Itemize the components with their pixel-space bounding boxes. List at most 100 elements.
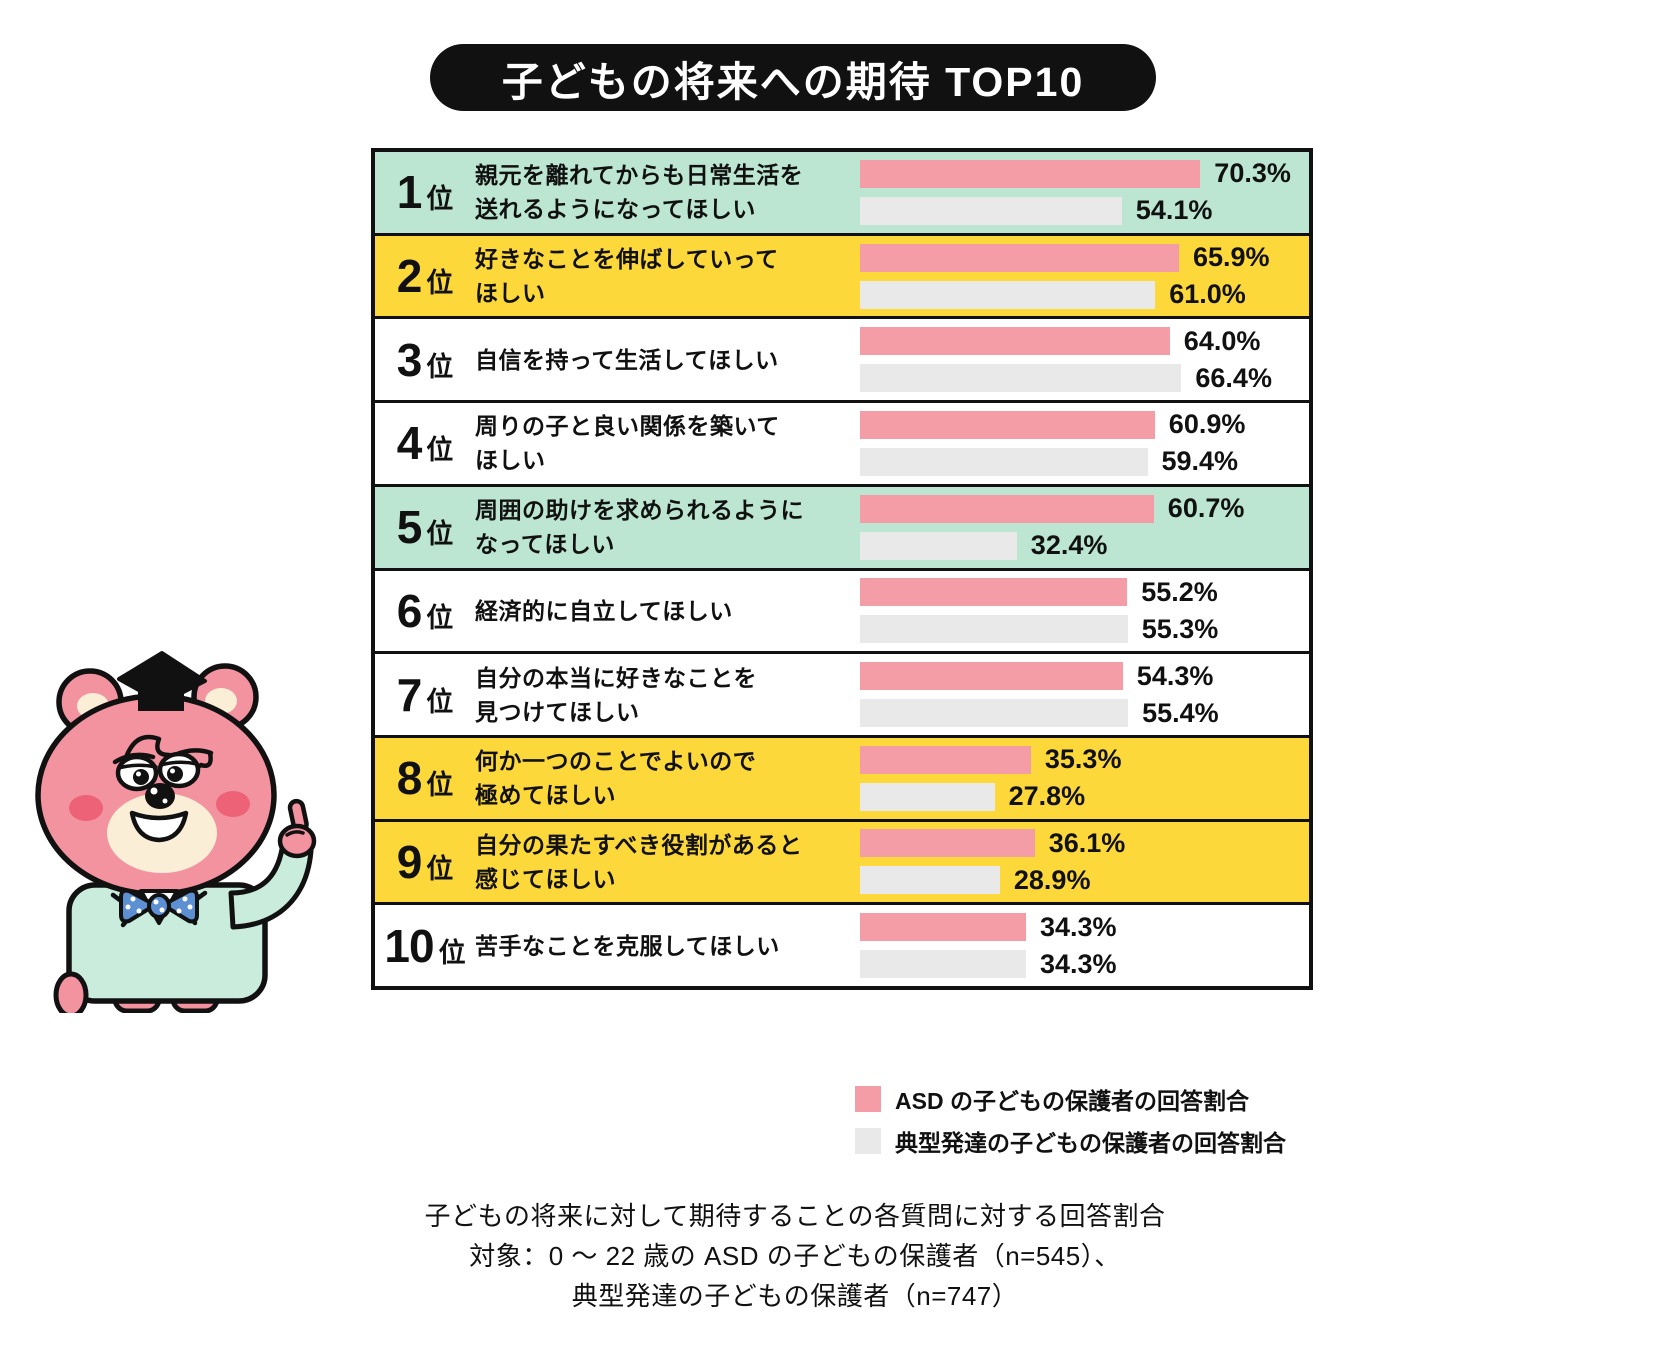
rank-row: 1 位 親元を離れてからも日常生活を 送れるようになってほしい 70.3% 54.… bbox=[375, 152, 1309, 233]
rank-row: 7 位 自分の本当に好きなことを 見つけてほしい 54.3% 55.4% bbox=[375, 651, 1309, 735]
item-label-line: 極めてほしい bbox=[475, 782, 616, 809]
rank-number: 1 bbox=[396, 166, 423, 219]
asd-bar bbox=[860, 243, 1179, 272]
asd-value-label: 55.2% bbox=[1141, 576, 1218, 607]
item-label-line: 経済的に自立してほしい bbox=[475, 597, 733, 624]
rank-number: 9 bbox=[396, 835, 423, 888]
typical-bar-line: 66.4% bbox=[860, 362, 1309, 393]
typical-value-label: 55.4% bbox=[1142, 697, 1219, 728]
typical-value-label: 59.4% bbox=[1161, 446, 1239, 477]
asd-bar bbox=[860, 913, 1026, 942]
rank-suffix: 位 bbox=[426, 770, 454, 801]
typical-bar bbox=[860, 196, 1122, 225]
typical-bar bbox=[860, 866, 1000, 895]
typical-bar bbox=[860, 447, 1148, 476]
asd-bar bbox=[860, 578, 1128, 607]
rank-cell: 6 位 bbox=[375, 588, 475, 634]
typical-bar-line: 32.4% bbox=[860, 530, 1309, 561]
asd-value-label: 34.3% bbox=[1040, 911, 1117, 942]
typical-bar-line: 28.9% bbox=[860, 865, 1309, 895]
rank-suffix: 位 bbox=[426, 184, 454, 215]
rank-suffix: 位 bbox=[438, 937, 466, 968]
asd-bar-line: 70.3% bbox=[860, 158, 1309, 189]
typical-bar-line: 55.4% bbox=[860, 697, 1309, 728]
asd-bar bbox=[860, 745, 1031, 774]
asd-legend-label: ASD の子どもの保護者の回答割合 bbox=[895, 1088, 1249, 1114]
typical-bar bbox=[860, 699, 1129, 728]
asd-bar-line: 36.1% bbox=[860, 827, 1309, 858]
item-label-line: 自分の果たすべき役割があると bbox=[475, 831, 803, 858]
asd-bar-line: 65.9% bbox=[860, 242, 1309, 272]
rank-row: 2 位 好きなことを伸ばしていって ほしい 65.9% 61.0% bbox=[375, 232, 1309, 317]
rank-number: 6 bbox=[396, 584, 423, 637]
typical-bar bbox=[860, 531, 1017, 560]
page-title: 子どもの将来への期待 TOP10 bbox=[501, 58, 1085, 105]
bars-cell: 34.3% 34.3% bbox=[860, 911, 1309, 979]
rank-row: 8 位 何か一つのことでよいので 極めてほしい 35.3% 27.8% bbox=[375, 734, 1309, 819]
rank-number: 8 bbox=[396, 752, 423, 805]
typical-bar-line: 61.0% bbox=[860, 279, 1309, 309]
rank-row: 6 位 経済的に自立してほしい 55.2% 55.3% bbox=[375, 567, 1309, 652]
asd-value-label: 36.1% bbox=[1048, 827, 1126, 858]
rank-number: 3 bbox=[396, 333, 423, 386]
item-label: 好きなことを伸ばしていって ほしい bbox=[475, 242, 860, 310]
item-label-line: 周りの子と良い関係を築いて bbox=[475, 413, 780, 440]
bear-mascot-illustration bbox=[35, 651, 317, 1013]
asd-value-label: 54.3% bbox=[1136, 660, 1214, 691]
asd-value-label: 64.0% bbox=[1183, 325, 1261, 356]
legend-item-typical: 典型発達の子どもの保護者の回答割合 bbox=[855, 1124, 1286, 1158]
title-banner: 子どもの将来への期待 TOP10 bbox=[430, 44, 1156, 111]
bars-cell: 65.9% 61.0% bbox=[860, 242, 1309, 309]
rank-row: 3 位 自信を持って生活してほしい 64.0% 66.4% bbox=[375, 316, 1309, 401]
asd-bar-line: 35.3% bbox=[860, 744, 1309, 774]
asd-bar-line: 60.7% bbox=[860, 493, 1309, 524]
rank-row: 4 位 周りの子と良い関係を築いて ほしい 60.9% 59.4% bbox=[375, 400, 1309, 484]
bars-cell: 70.3% 54.1% bbox=[860, 158, 1309, 226]
asd-bar bbox=[860, 829, 1035, 858]
asd-bar bbox=[860, 327, 1170, 356]
rank-cell: 9 位 bbox=[375, 839, 475, 885]
typical-bar-line: 34.3% bbox=[860, 949, 1309, 979]
typical-value-label: 55.3% bbox=[1141, 613, 1219, 644]
item-label: 何か一つのことでよいので 極めてほしい bbox=[475, 744, 860, 812]
asd-bar bbox=[860, 662, 1123, 691]
item-label: 苦手なことを克服してほしい bbox=[475, 929, 860, 963]
legend-item-asd: ASD の子どもの保護者の回答割合 bbox=[855, 1082, 1286, 1116]
item-label-line: 自分の本当に好きなことを bbox=[475, 664, 757, 691]
typical-bar bbox=[860, 782, 995, 811]
legend: ASD の子どもの保護者の回答割合 典型発達の子どもの保護者の回答割合 bbox=[855, 1082, 1286, 1158]
asd-bar-line: 64.0% bbox=[860, 325, 1309, 356]
rank-cell: 8 位 bbox=[375, 755, 475, 801]
item-label-line: 好きなことを伸ばしていって bbox=[475, 246, 779, 273]
footnote-line: 子どもの将来に対して期待することの各質問に対する回答割合 bbox=[424, 1201, 1166, 1231]
rank-suffix: 位 bbox=[426, 268, 454, 299]
item-label: 周囲の助けを求められるように なってほしい bbox=[475, 493, 860, 561]
rank-suffix: 位 bbox=[426, 519, 454, 550]
rank-cell: 4 位 bbox=[375, 420, 475, 466]
item-label-line: 親元を離れてからも日常生活を bbox=[475, 162, 804, 189]
footnote-line: 典型発達の子どもの保護者（n=747） bbox=[571, 1281, 1019, 1311]
item-label: 周りの子と良い関係を築いて ほしい bbox=[475, 409, 860, 477]
rank-cell: 5 位 bbox=[375, 504, 475, 550]
rank-suffix: 位 bbox=[426, 686, 454, 717]
typical-value-label: 66.4% bbox=[1195, 362, 1272, 393]
item-label-line: 送れるようになってほしい bbox=[475, 196, 756, 223]
item-label-line: ほしい bbox=[475, 447, 546, 474]
asd-legend-swatch-icon bbox=[855, 1086, 881, 1112]
asd-bar bbox=[860, 159, 1201, 188]
asd-value-label: 70.3% bbox=[1214, 158, 1291, 189]
rank-cell: 10 位 bbox=[375, 923, 475, 969]
typical-legend-swatch-icon bbox=[855, 1128, 881, 1154]
typical-value-label: 54.1% bbox=[1135, 195, 1213, 226]
asd-value-label: 60.7% bbox=[1167, 493, 1245, 524]
asd-value-label: 60.9% bbox=[1168, 409, 1246, 440]
rank-row: 9 位 自分の果たすべき役割があると 感じてほしい 36.1% 28.9% bbox=[375, 818, 1309, 903]
asd-bar-line: 55.2% bbox=[860, 576, 1309, 607]
typical-value-label: 32.4% bbox=[1030, 530, 1108, 561]
footnote-line: 対象：0 ～ 22 歳の ASD の子どもの保護者（n=545）、 bbox=[469, 1241, 1121, 1271]
typical-bar bbox=[860, 280, 1156, 309]
rank-suffix: 位 bbox=[426, 435, 454, 466]
rank-suffix: 位 bbox=[426, 351, 454, 382]
asd-bar-line: 54.3% bbox=[860, 660, 1309, 691]
